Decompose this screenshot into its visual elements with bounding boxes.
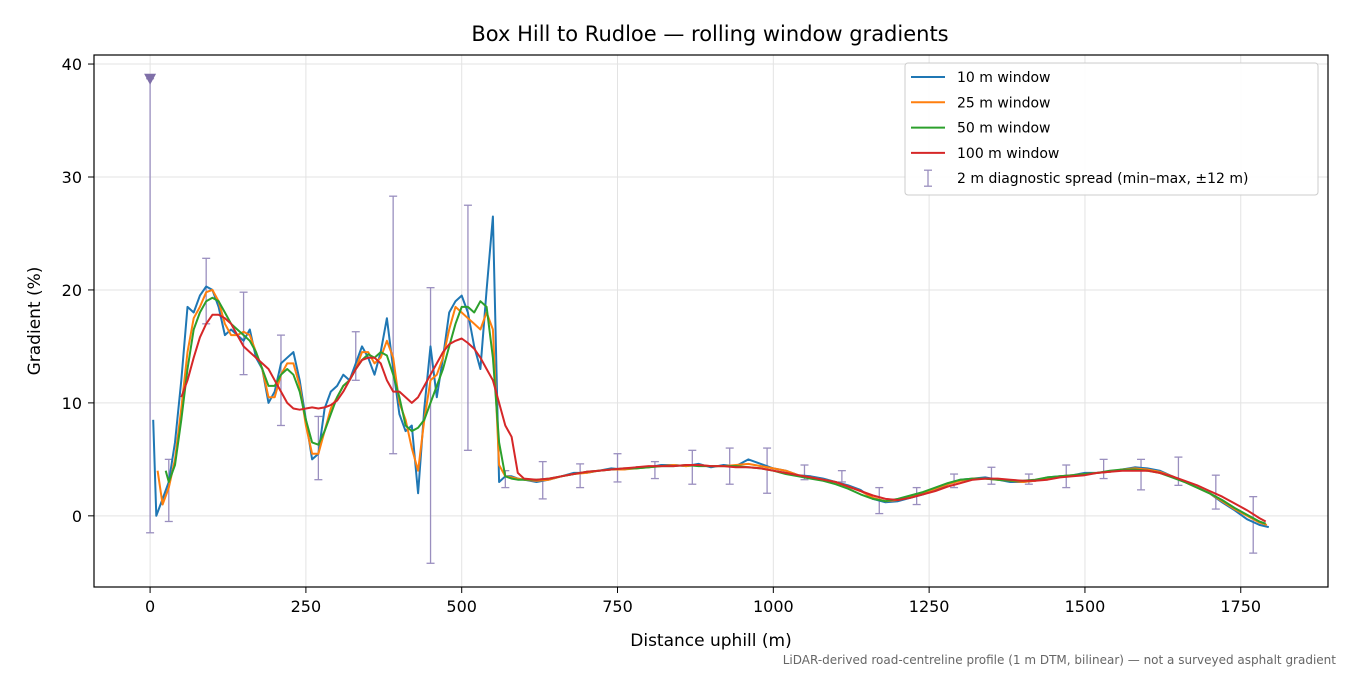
y-axis-label: Gradient (%) xyxy=(25,267,45,376)
plot-frame xyxy=(93,54,1329,588)
y-axis: 0 10 20 30 40 xyxy=(62,55,94,526)
legend: 10 m window 25 m window 50 m window 100 m w… xyxy=(904,62,1319,196)
legend-entry: 2 m diagnostic spread (min–max, ±12 m) xyxy=(957,171,1248,187)
plot-area xyxy=(144,73,1270,564)
x-tick-label: 1750 xyxy=(1220,597,1261,616)
series-line-4 xyxy=(180,313,1267,523)
chart-title: Box Hill to Rudloe — rolling window grad… xyxy=(471,22,948,46)
x-axis: 0 250 500 750 1000 1250 1500 1750 xyxy=(145,587,1261,616)
y-tick-label: 10 xyxy=(62,394,82,413)
x-tick-label: 1250 xyxy=(909,597,950,616)
x-tick-label: 250 xyxy=(291,597,322,616)
footnote: LiDAR-derived road-centreline profile (1… xyxy=(782,653,1336,667)
y-tick-label: 30 xyxy=(62,168,82,187)
legend-entry: 25 m window xyxy=(957,95,1050,111)
legend-entry: 100 m window xyxy=(957,146,1059,162)
x-tick-label: 750 xyxy=(602,597,633,616)
legend-entry: 10 m window xyxy=(957,70,1050,86)
x-tick-label: 0 xyxy=(145,597,155,616)
x-tick-label: 1500 xyxy=(1065,597,1106,616)
y-tick-label: 20 xyxy=(62,281,82,300)
x-tick-label: 500 xyxy=(446,597,477,616)
y-tick-label: 40 xyxy=(62,55,82,74)
diagnostic-spread-series xyxy=(144,73,1258,564)
legend-entry: 50 m window xyxy=(957,121,1050,137)
y-tick-label: 0 xyxy=(72,507,82,526)
legend-frame xyxy=(904,62,1319,196)
x-tick-label: 1000 xyxy=(753,597,794,616)
series-line-1 xyxy=(152,215,1270,529)
x-axis-label: Distance uphill (m) xyxy=(630,631,791,651)
diagnostic-off-scale-marker xyxy=(144,73,157,85)
